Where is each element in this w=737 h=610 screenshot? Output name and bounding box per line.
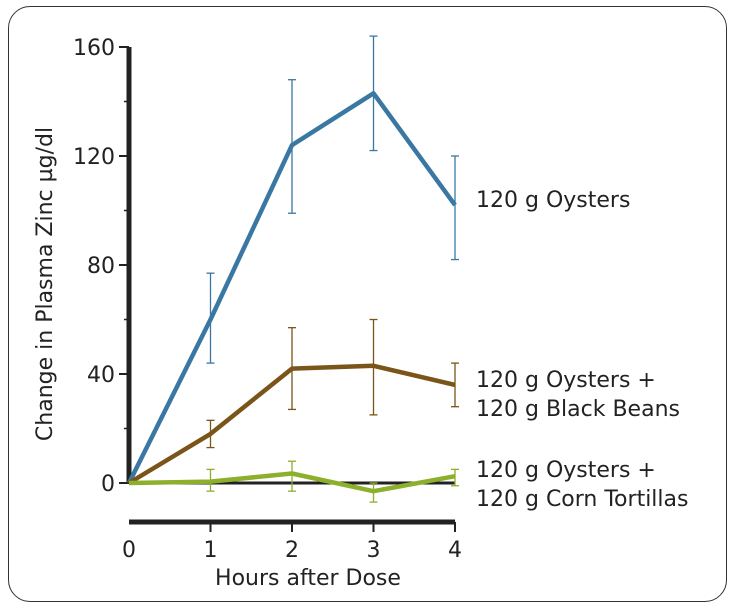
- series-label: 120 g Oysters: [476, 188, 630, 213]
- x-tick-label: 2: [285, 538, 299, 563]
- series-label: 120 g Oysters +: [476, 458, 656, 483]
- series-label: 120 g Oysters +: [476, 368, 656, 393]
- series-lines: [126, 35, 459, 503]
- series-labels: 120 g Oysters 120 g Oysters + 120 g Black …: [476, 188, 688, 512]
- x-tick-label: 1: [204, 538, 218, 563]
- axes: 0 40 80 120 160 0 1 2 3 4: [73, 36, 462, 563]
- y-tick-label: 0: [101, 472, 115, 497]
- series-1: [127, 318, 459, 485]
- series-0: [126, 35, 459, 485]
- x-tick-label: 3: [367, 538, 381, 563]
- x-axis-title: Hours after Dose: [215, 566, 401, 591]
- y-tick-label: 80: [87, 254, 115, 279]
- series-label: 120 g Black Beans: [476, 397, 680, 422]
- y-tick-label: 120: [73, 145, 115, 170]
- x-tick-label: 4: [448, 538, 462, 563]
- y-axis-title: Change in Plasma Zinc µg/dl: [33, 127, 58, 441]
- y-tick-label: 40: [87, 363, 115, 388]
- x-tick-label: 0: [122, 538, 136, 563]
- y-tick-label: 160: [73, 36, 115, 61]
- series-2: [128, 460, 459, 503]
- series-label: 120 g Corn Tortillas: [476, 487, 688, 512]
